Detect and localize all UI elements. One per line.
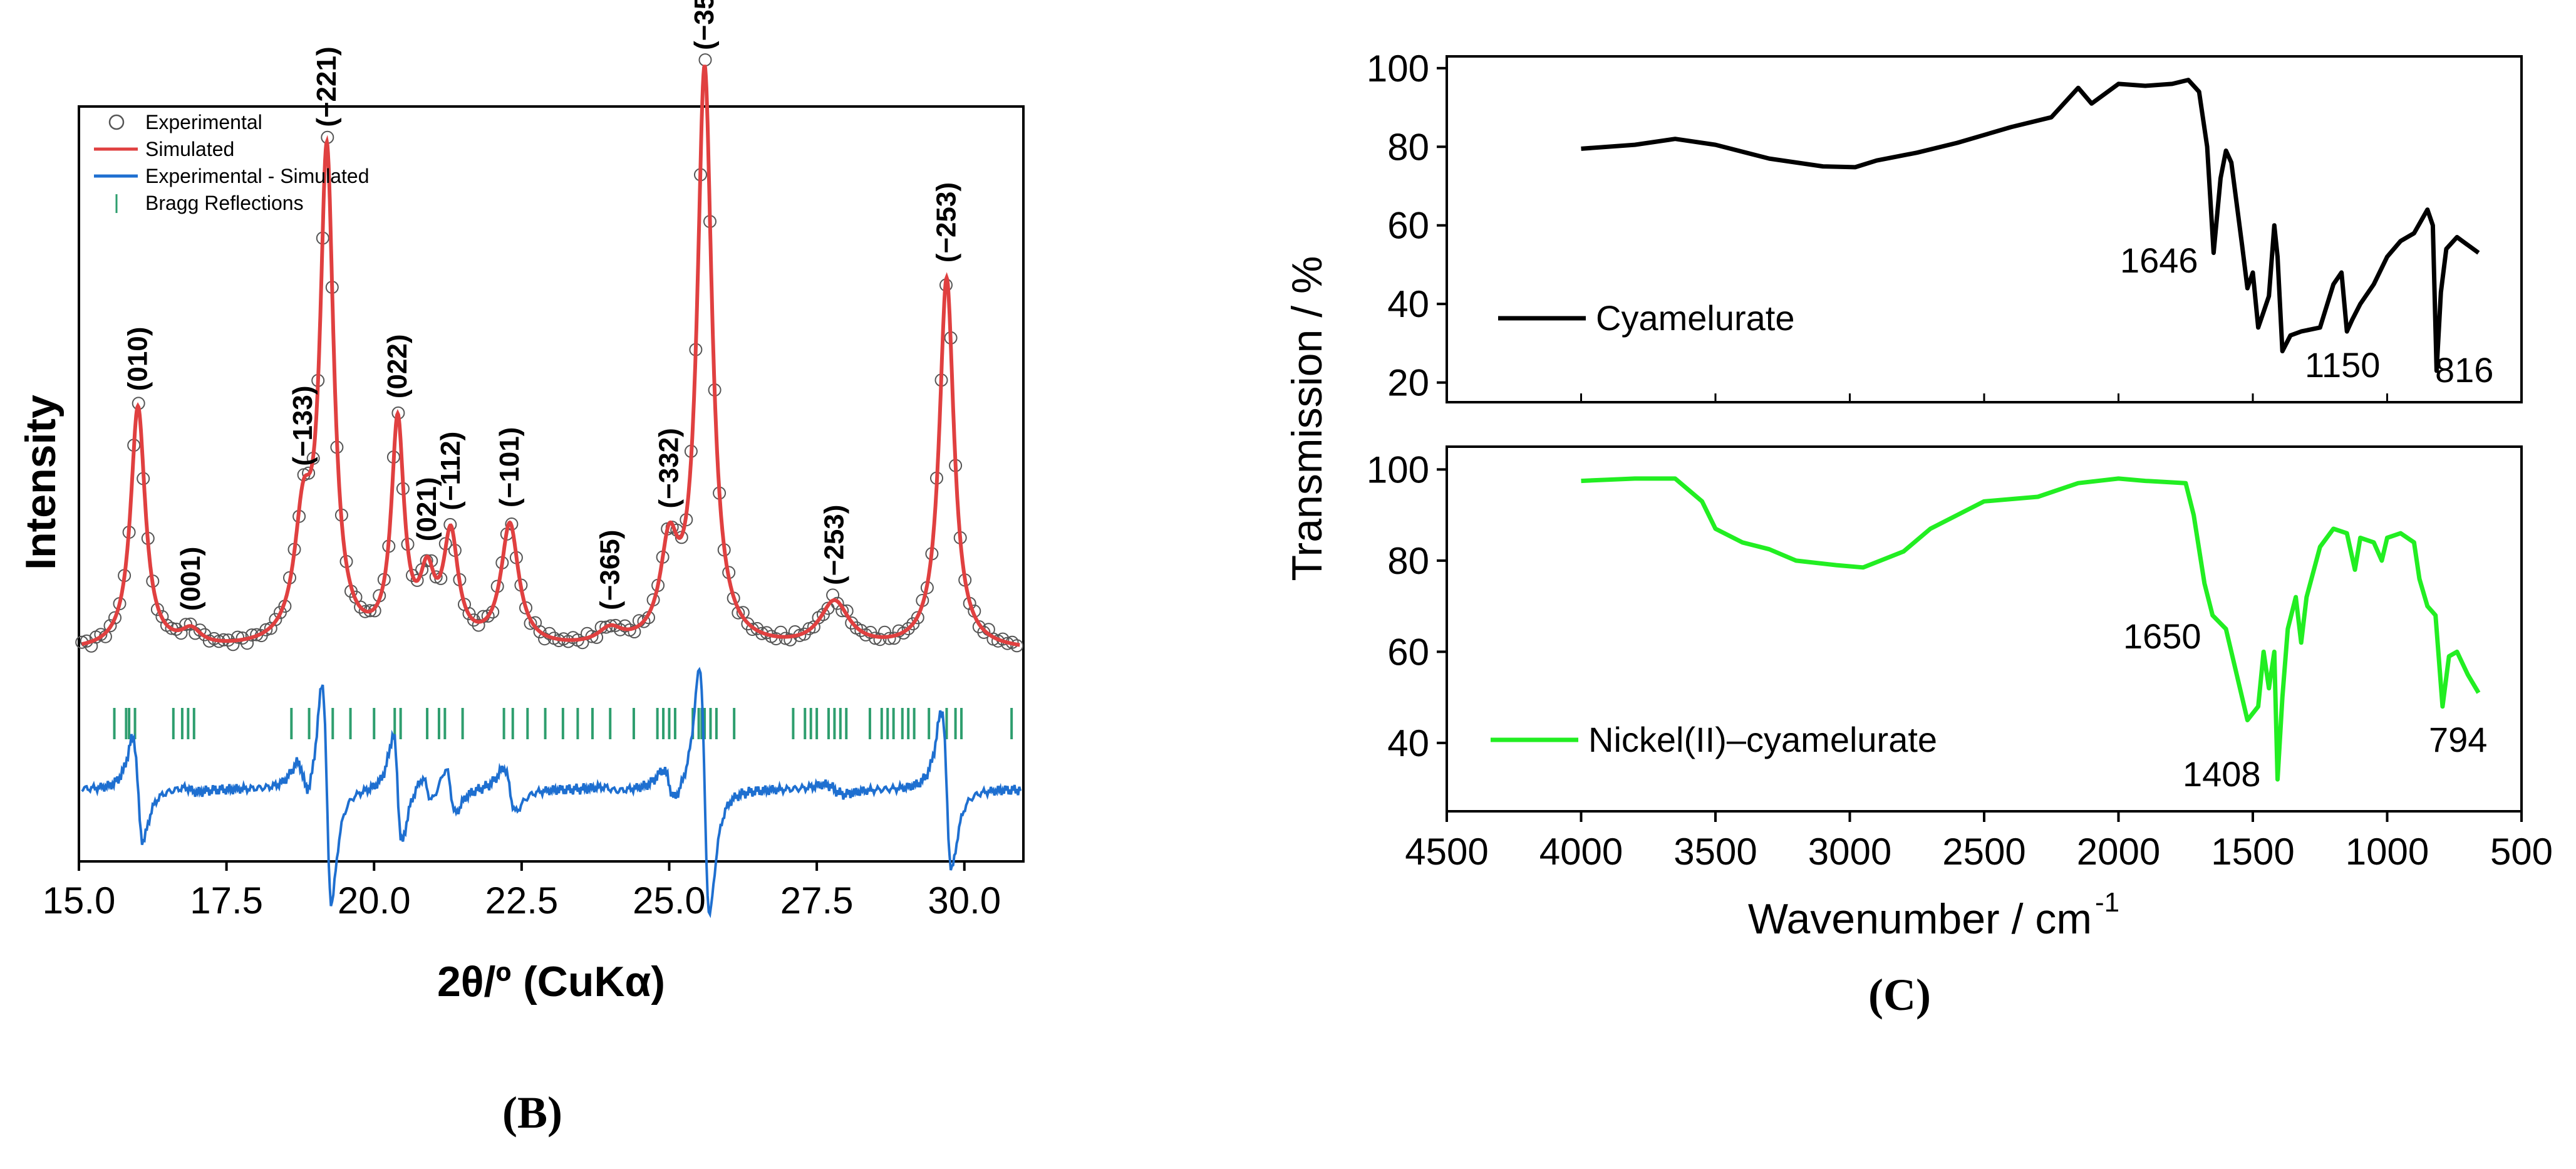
pxrd-x-tick-label: 22.5 — [485, 880, 558, 922]
bragg-reflections — [113, 708, 1013, 739]
pxrd-x-axis: 15.0 17.5 20.0 22.5 25.0 27.5 30.0 — [43, 861, 1001, 922]
experimental-point — [873, 633, 887, 647]
hkl-label: (−112) — [435, 432, 466, 511]
annotation-1150: 1150 — [2305, 345, 2380, 385]
experimental-point — [269, 613, 282, 626]
experimental-point — [637, 615, 651, 628]
pxrd-x-tick-label: 27.5 — [780, 880, 854, 922]
nickel-cyamelurate-series-line — [1581, 476, 2481, 782]
legend-difference-label: Experimental - Simulated — [145, 165, 369, 187]
annotation-1646: 1646 — [2120, 241, 2198, 280]
pxrd-x-tick-label: 17.5 — [190, 880, 263, 922]
pxrd-x-tick-label: 15.0 — [43, 880, 116, 922]
hkl-label: (−221) — [311, 46, 342, 127]
legend-bragg-label: Bragg Reflections — [145, 192, 304, 214]
ir-top-y-axis: 20 40 60 80 100 — [1367, 48, 1447, 404]
pxrd-plot-frame — [78, 105, 1025, 863]
ir-y-tick-label: 80 — [1387, 126, 1429, 168]
experimental-point — [854, 623, 868, 637]
experimental-point — [1010, 639, 1024, 653]
experimental-point — [226, 638, 240, 652]
legend-simulated-label: Simulated — [145, 138, 234, 160]
hkl-label: (001) — [175, 547, 206, 611]
ir-y-tick-label: 20 — [1387, 362, 1429, 404]
ir-x-tick-label: 500 — [2490, 831, 2553, 873]
difference-curve-group — [81, 667, 1022, 918]
simulated-curve — [81, 65, 1020, 647]
annotation-1650: 1650 — [2123, 616, 2201, 656]
ir-top-legend: Cyamelurate — [1498, 298, 1794, 338]
ir-y-tick-label: 80 — [1387, 540, 1429, 582]
panel-c-label: (C) — [1868, 970, 1931, 1020]
pxrd-x-tick-label: 30.0 — [928, 880, 1001, 922]
ir-y-tick-label: 60 — [1387, 631, 1429, 673]
ir-y-tick-label: 100 — [1367, 48, 1429, 90]
ir-y-tick-label: 40 — [1387, 283, 1429, 325]
annotation-794: 794 — [2429, 720, 2487, 759]
hkl-labels: (010) (001) (−133) (−221) (022) (021)(−112) (−… — [122, 0, 961, 611]
ir-x-axis-title-superscript: -1 — [2095, 887, 2119, 918]
hkl-label: (022) — [382, 334, 413, 398]
experimental-point — [533, 625, 547, 638]
annotation-816: 816 — [2435, 350, 2493, 390]
experimental-point — [354, 600, 368, 614]
legend-nickel-cyamelurate-label: Nickel(II)–cyamelurate — [1588, 720, 1937, 759]
annotation-1408: 1408 — [2183, 754, 2261, 794]
simulated-curve-group — [81, 65, 1020, 647]
hkl-label: (−253) — [931, 182, 962, 262]
ir-x-axis-title: Wavenumber / cm — [1748, 895, 2092, 943]
ir-bottom-legend: Nickel(II)–cyamelurate — [1491, 720, 1937, 759]
hkl-label: (−253) — [819, 505, 849, 585]
ir-x-tick-label: 1000 — [2346, 831, 2429, 873]
hkl-label: (−133) — [287, 385, 318, 465]
ir-x-tick-label: 3000 — [1808, 831, 1891, 873]
panel-b-label: (B) — [502, 1088, 562, 1138]
experimental-point — [901, 622, 915, 635]
experimental-point — [108, 611, 122, 625]
ir-y-axis-title: Transmission / % — [1283, 256, 1331, 581]
pxrd-x-tick-label: 20.0 — [338, 880, 411, 922]
cyamelurate-series-line — [1581, 78, 2480, 373]
ir-x-tick-label: 2500 — [1942, 831, 2025, 873]
ir-x-tick-label: 4500 — [1405, 831, 1488, 873]
nickel-cyamelurate-series-group — [1581, 476, 2481, 782]
experimental-point — [302, 466, 316, 480]
cyamelurate-series-group — [1581, 78, 2480, 373]
experimental-point — [410, 573, 424, 587]
hkl-label: (−355) — [689, 0, 720, 50]
experimental-point — [845, 616, 859, 630]
ir-y-tick-label: 40 — [1387, 722, 1429, 764]
experimental-point — [911, 611, 924, 625]
pxrd-x-tick-label: 25.0 — [633, 880, 706, 922]
hkl-label: (−332) — [654, 428, 685, 508]
ir-chart: 20 40 60 80 100 40 60 80 100 4500 4000 3500 3000 25… — [1283, 48, 2553, 1020]
ir-x-tick-label: 1500 — [2211, 831, 2294, 873]
pxrd-chart: 15.0 17.5 20.0 22.5 25.0 27.5 30.0 (010)(001)(… — [17, 0, 1025, 1138]
ir-x-tick-label: 4000 — [1539, 831, 1623, 873]
experimental-point — [481, 609, 495, 623]
experimental-point — [231, 630, 244, 644]
hkl-label: (−365) — [594, 530, 625, 610]
ir-bottom-y-axis: 40 60 80 100 — [1367, 449, 1447, 764]
ir-x-tick-label: 2000 — [2077, 831, 2160, 873]
experimental-point — [628, 625, 641, 638]
ir-x-tick-label: 3500 — [1673, 831, 1757, 873]
pxrd-legend: Experimental Simulated Experimental - Si… — [94, 111, 369, 214]
difference-curve — [81, 667, 1022, 918]
pxrd-x-axis-title: 2θ/º (CuKα) — [437, 958, 665, 1005]
hkl-label: (010) — [122, 327, 153, 392]
legend-cyamelurate-label: Cyamelurate — [1596, 298, 1794, 338]
ir-y-tick-label: 100 — [1367, 449, 1429, 491]
pxrd-y-axis-title: Intensity — [17, 395, 65, 570]
experimental-point — [599, 620, 613, 634]
hkl-label: (021) — [411, 477, 442, 542]
experimental-point — [103, 619, 117, 633]
hkl-label: (−101) — [494, 427, 525, 507]
experimental-point — [193, 623, 207, 637]
legend-experimental-marker — [108, 114, 125, 130]
ir-x-axis: 4500 4000 3500 3000 2500 2000 1500 1000 500 — [1405, 393, 2553, 873]
legend-experimental-label: Experimental — [145, 111, 262, 133]
ir-y-tick-label: 60 — [1387, 205, 1429, 247]
